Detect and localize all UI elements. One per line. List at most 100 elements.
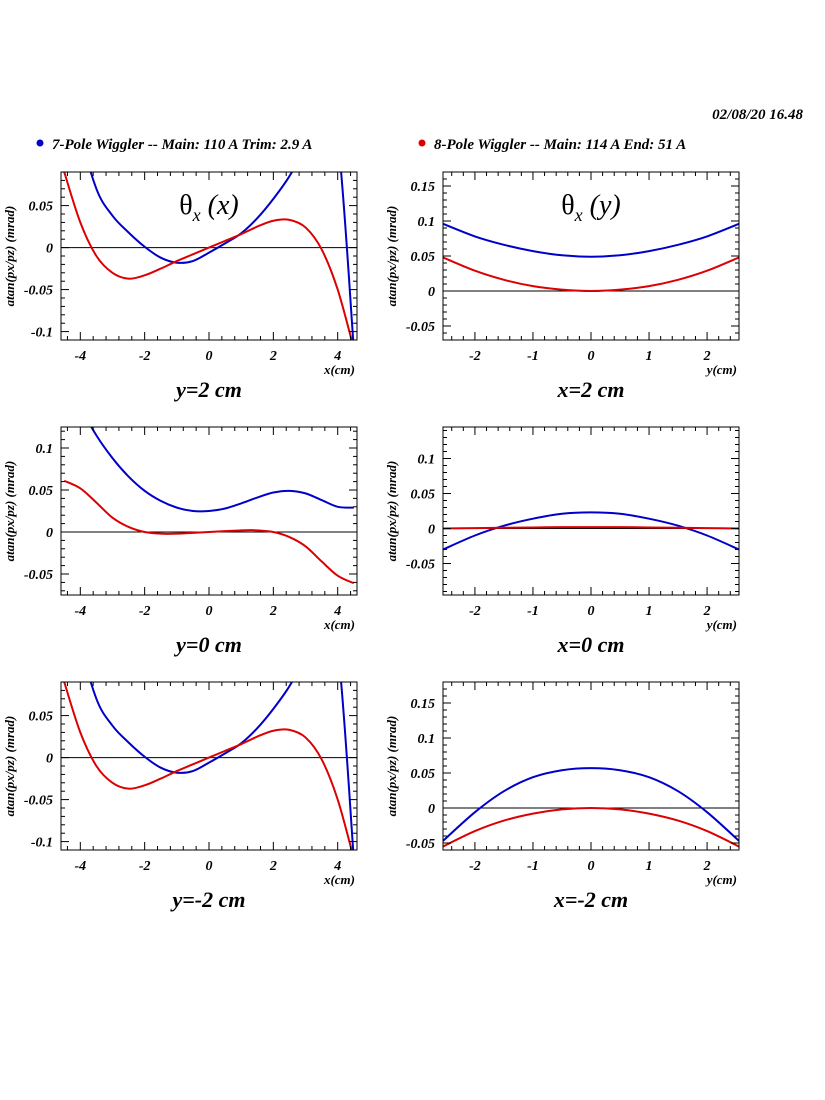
series-group	[443, 767, 739, 848]
x-tick-label: 2	[269, 349, 277, 364]
y-axis-label: atan(px/pz) (mrad)	[2, 206, 17, 307]
legend-marker-7-pole	[36, 139, 44, 147]
y-tick-label: 0.1	[36, 442, 54, 457]
x-tick-label: 4	[333, 349, 341, 364]
panel-caption: x=2 cm	[557, 377, 625, 402]
panel-caption: y=-2 cm	[169, 887, 245, 912]
y-tick-label: -0.05	[24, 568, 53, 583]
legend-marker-8-pole	[418, 139, 426, 147]
x-tick-label: 2	[269, 604, 277, 619]
y-tick-label: -0.1	[31, 836, 53, 851]
y-tick-label: -0.05	[24, 794, 53, 809]
y-tick-label: 0.1	[418, 453, 436, 468]
series-group	[63, 172, 355, 340]
x-tick-label: 1	[646, 349, 653, 364]
x-tick-label: -2	[139, 859, 151, 874]
x-tick-label: 2	[703, 604, 711, 619]
panel-middle-left: -4 -2 0 2 4 -0.05 0 0.05 0.1 x(cm) atan(px/pz) (mr…	[2, 426, 358, 657]
panel-middle-right: -2 -1 0 1 2 -0.05 0 0.05 0.1 y(cm) atan(px/pz) (mr…	[384, 426, 740, 657]
y-tick-label: 0.05	[411, 250, 436, 265]
x-tick-label: -2	[139, 349, 151, 364]
panel-caption: x=0 cm	[557, 632, 625, 657]
series-line-7-pole	[443, 767, 739, 842]
y-tick-label: 0	[428, 523, 435, 538]
x-axis-label: y(cm)	[705, 617, 737, 632]
panel-title: θx (y)	[561, 190, 621, 225]
x-tick-label: -4	[74, 604, 86, 619]
legend-label-7-pole: 7-Pole Wiggler -- Main: 110 A Trim: 2.9 …	[52, 137, 312, 153]
x-tick-label: -2	[139, 604, 151, 619]
x-tick-label: -1	[527, 604, 539, 619]
x-axis-label: x(cm)	[323, 362, 355, 377]
panel-bottom-left: -4 -2 0 2 4 -0.1 -0.05 0 0.05 x(cm) atan(px/pz) (m…	[2, 681, 358, 912]
legend-label-8-pole: 8-Pole Wiggler -- Main: 114 A End: 51 A	[434, 137, 686, 153]
x-tick-label: 0	[588, 859, 595, 874]
y-tick-label: -0.1	[31, 326, 53, 341]
x-tick-label: 2	[703, 349, 711, 364]
x-tick-label: 4	[333, 604, 341, 619]
series-line-8-pole	[443, 807, 739, 848]
series-line-7-pole	[89, 172, 355, 340]
y-tick-label: 0	[428, 285, 435, 300]
x-tick-label: 1	[646, 859, 653, 874]
x-axis-label: x(cm)	[323, 617, 355, 632]
series-group	[443, 222, 739, 292]
x-tick-label: 0	[206, 349, 213, 364]
series-line-8-pole	[63, 682, 353, 850]
y-tick-label: 0.05	[411, 488, 436, 503]
series-line-7-pole	[90, 427, 354, 513]
timestamp: 02/08/20 16.48	[712, 107, 803, 123]
x-tick-label: -1	[527, 349, 539, 364]
y-axis-label: atan(px/pz) (mrad)	[384, 716, 399, 817]
x-tick-label: -1	[527, 859, 539, 874]
panel-caption: y=2 cm	[173, 377, 242, 402]
x-tick-label: 0	[206, 604, 213, 619]
x-axis-label: y(cm)	[705, 362, 737, 377]
y-tick-label: 0	[46, 526, 53, 541]
x-tick-label: -2	[469, 859, 481, 874]
y-tick-label: -0.05	[24, 284, 53, 299]
x-tick-label: 4	[333, 859, 341, 874]
y-tick-label: -0.05	[406, 558, 435, 573]
x-tick-label: -4	[74, 349, 86, 364]
y-tick-label: -0.05	[406, 320, 435, 335]
x-tick-label: -4	[74, 859, 86, 874]
series-line-7-pole	[443, 222, 739, 258]
y-tick-label: 0	[46, 752, 53, 767]
y-tick-label: -0.05	[406, 837, 435, 852]
series-group	[443, 511, 739, 551]
panel-title: θx (x)	[179, 190, 239, 225]
y-axis-label: atan(px/pz) (mrad)	[384, 206, 399, 307]
series-line-8-pole	[443, 256, 739, 292]
x-tick-label: 0	[206, 859, 213, 874]
x-tick-label: 2	[269, 859, 277, 874]
y-tick-label: 0	[46, 242, 53, 257]
series-line-7-pole	[89, 682, 355, 850]
panels: -4 -2 0 2 4 -0.1 -0.05 0 0.05 x(cm) atan(px/pz) (m…	[2, 171, 740, 912]
series-group	[63, 682, 355, 850]
panel-top-right: -2 -1 0 1 2 -0.05 0 0.05 0.1 0.15 y(cm) atan(px/pz)…	[384, 171, 740, 402]
series-line-8-pole	[63, 172, 353, 340]
y-tick-label: 0.1	[418, 732, 436, 747]
x-tick-label: -2	[469, 604, 481, 619]
x-tick-label: 0	[588, 349, 595, 364]
x-axis-label: x(cm)	[323, 872, 355, 887]
panel-bottom-right: -2 -1 0 1 2 -0.05 0 0.05 0.1 0.15 y(cm) atan(px/pz)…	[384, 681, 740, 912]
y-tick-label: 0	[428, 802, 435, 817]
x-axis-label: y(cm)	[705, 872, 737, 887]
x-tick-label: 1	[646, 604, 653, 619]
y-axis-label: atan(px/pz) (mrad)	[2, 461, 17, 562]
x-tick-label: -2	[469, 349, 481, 364]
series-line-8-pole	[443, 526, 739, 530]
panel-caption: y=0 cm	[173, 632, 242, 657]
y-tick-label: 0.15	[411, 180, 436, 195]
panel-caption: x=-2 cm	[553, 887, 628, 912]
series-line-8-pole	[63, 479, 355, 585]
y-tick-label: 0.1	[418, 215, 436, 230]
y-tick-label: 0.05	[29, 710, 54, 725]
panel-top-left: -4 -2 0 2 4 -0.1 -0.05 0 0.05 x(cm) atan(px/pz) (m…	[2, 171, 358, 402]
x-tick-label: 0	[588, 604, 595, 619]
x-tick-label: 2	[703, 859, 711, 874]
